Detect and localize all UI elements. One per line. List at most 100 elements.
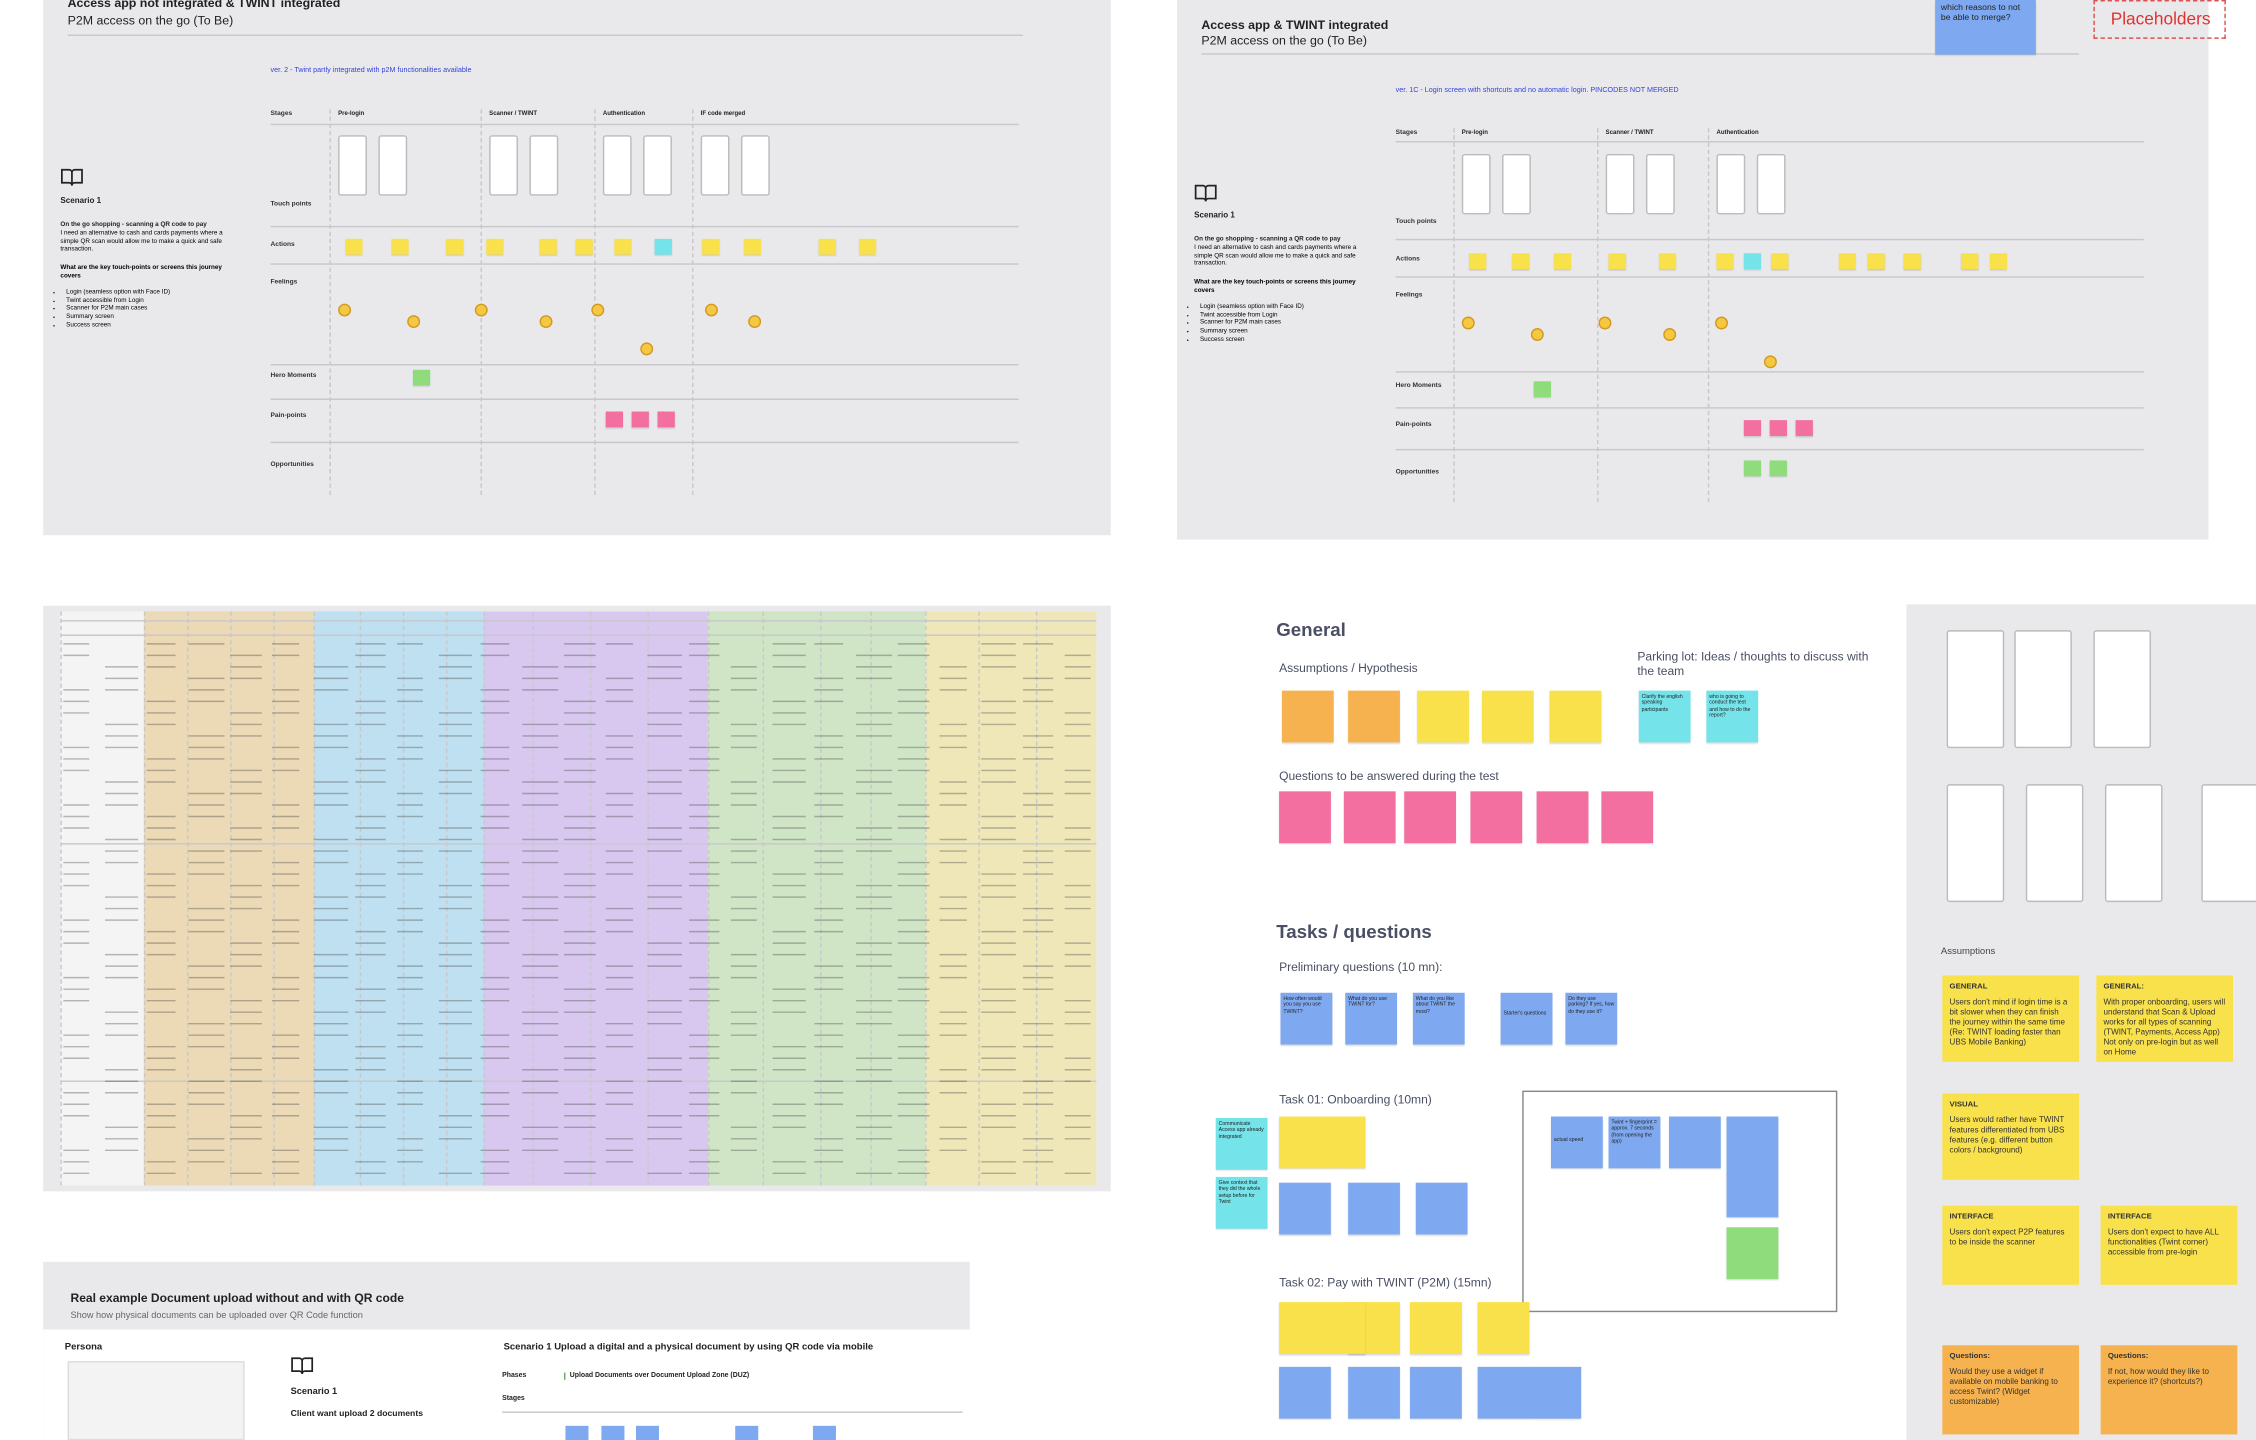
phone-screen	[700, 135, 730, 196]
text-line	[480, 700, 510, 703]
text-line	[397, 792, 424, 795]
text-line	[605, 700, 634, 703]
text-line	[772, 827, 806, 829]
text-line	[689, 873, 720, 875]
text-line	[105, 735, 139, 737]
divider	[67, 34, 1023, 36]
row-divider	[1395, 141, 2144, 143]
text-line	[689, 942, 720, 944]
text-line	[271, 654, 300, 657]
stage-label: IF code merged	[700, 109, 746, 117]
text-line	[230, 781, 262, 783]
emoji	[539, 315, 553, 329]
text-line	[1064, 1115, 1091, 1117]
text-line	[647, 769, 682, 772]
sticky-note	[1512, 253, 1530, 270]
text-line	[564, 827, 596, 829]
text-line	[1064, 1069, 1091, 1071]
text-line	[438, 942, 472, 944]
text-line	[730, 1149, 757, 1152]
text-line	[230, 884, 262, 887]
bullet-item: Summary screen	[66, 312, 170, 320]
text-line	[647, 827, 682, 829]
sticky-note	[391, 238, 409, 255]
text-line	[772, 1172, 806, 1175]
text-line	[772, 1115, 806, 1117]
sticky-note	[1668, 1116, 1721, 1169]
text-line	[480, 712, 510, 714]
text-line	[689, 884, 720, 887]
text-line	[1022, 930, 1054, 933]
text-line	[1022, 689, 1054, 691]
text-line	[689, 1092, 720, 1094]
text-line	[313, 792, 349, 795]
text-line	[355, 1069, 386, 1071]
row-line	[60, 620, 1097, 622]
text-line	[939, 666, 967, 668]
text-line	[230, 1080, 262, 1082]
text-line	[271, 1092, 300, 1094]
text-line	[355, 1115, 386, 1117]
text-line	[438, 1011, 472, 1013]
text-line	[480, 1149, 510, 1152]
emoji	[1715, 316, 1728, 330]
section-heading: General	[1276, 618, 1346, 641]
text-line	[564, 1011, 596, 1013]
text-line	[1064, 1126, 1091, 1129]
text-line	[939, 838, 967, 841]
text-line	[1022, 815, 1054, 818]
text-line	[981, 1057, 1016, 1059]
text-line	[647, 1011, 682, 1013]
text-line	[271, 827, 300, 829]
text-line	[939, 850, 967, 852]
text-line	[730, 1069, 757, 1071]
board-title: Access app not integrated & TWINT integr…	[67, 0, 341, 11]
text-line	[730, 781, 757, 783]
text-line	[939, 1092, 967, 1094]
text-line	[897, 1115, 930, 1117]
text-line	[397, 1161, 424, 1163]
bullet-item: Twint accessible from Login	[1200, 310, 1304, 318]
text-line	[188, 976, 225, 979]
text-line	[897, 1092, 930, 1094]
text-line	[772, 666, 806, 668]
text-line	[605, 976, 634, 979]
text-line	[271, 873, 300, 875]
text-line	[897, 1149, 930, 1152]
text-line	[897, 1103, 930, 1105]
column-line	[589, 611, 592, 1186]
text-line	[772, 712, 806, 714]
text-line	[1064, 723, 1091, 726]
text-line	[522, 850, 559, 852]
text-line	[105, 1092, 139, 1094]
text-line	[689, 1057, 720, 1059]
scenario-heading: On the go shopping - scanning a QR code …	[1194, 234, 1341, 242]
assumption-card: GENERAL Users don't mind if login time is…	[1942, 975, 2080, 1062]
sticky-note: What do you like about TWINT the most?	[1412, 992, 1465, 1045]
text-line	[522, 861, 559, 864]
phone-screen	[1946, 630, 2005, 749]
row-label: Touch points	[1395, 217, 1437, 225]
text-line	[188, 1138, 225, 1140]
text-line	[271, 769, 300, 772]
text-line	[981, 1045, 1016, 1048]
text-line	[313, 850, 349, 852]
text-line	[1064, 1011, 1091, 1013]
text-line	[730, 861, 757, 864]
text-line	[188, 746, 225, 749]
text-line	[897, 1034, 930, 1036]
text-line	[397, 815, 424, 818]
text-line	[1064, 769, 1091, 772]
text-line	[897, 976, 930, 979]
column-line	[359, 611, 362, 1186]
divider	[1201, 53, 2080, 55]
card-tag: GENERAL:	[2103, 982, 2145, 992]
text-line	[689, 689, 720, 691]
sticky-note	[1989, 253, 2008, 270]
text-line	[397, 1103, 424, 1105]
text-line	[146, 815, 176, 818]
text-line	[1022, 643, 1054, 645]
text-line	[355, 827, 386, 829]
stage-label: Scanner / TWINT	[489, 109, 538, 117]
